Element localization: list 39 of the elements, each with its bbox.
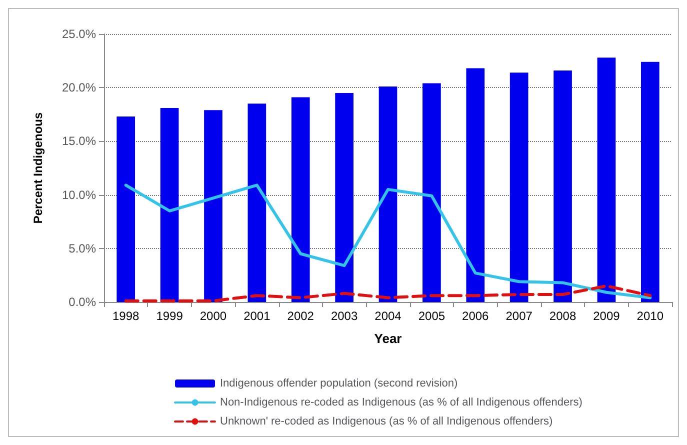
x-tick-label: 1999 (156, 309, 184, 323)
x-axis-title: Year (374, 331, 402, 346)
legend-label: Non-Indigenous re-coded as Indigenous (as % of all Indigenous offenders) (220, 396, 582, 408)
x-tick-label: 1998 (112, 309, 140, 323)
y-tick-label: 20.0% (62, 80, 96, 95)
bar (160, 108, 179, 302)
bar (291, 97, 310, 302)
bar (248, 104, 266, 302)
y-tick-label: 25.0% (62, 27, 96, 41)
x-tick-label: 2001 (244, 309, 271, 323)
bar (422, 83, 441, 302)
line-series (124, 184, 652, 300)
x-tick-label: 2006 (462, 309, 490, 323)
y-tick-label: 0.0% (68, 295, 96, 309)
y-tick-label: 5.0% (68, 241, 96, 256)
y-tick-label: 15.0% (62, 134, 96, 148)
x-tick-label: 2003 (330, 309, 358, 323)
bar (597, 58, 616, 302)
y-axis-title: Percent Indigenous (31, 112, 45, 224)
line-series (124, 284, 652, 302)
bar (510, 72, 528, 302)
x-tick-label: 2002 (287, 309, 314, 323)
bar (466, 68, 485, 302)
x-tick-label: 2005 (418, 309, 446, 323)
bar (378, 86, 398, 302)
y-tick-label: 10.0% (62, 188, 96, 202)
x-tick-label: 2009 (593, 309, 620, 323)
bar (640, 62, 660, 302)
x-tick-label: 2008 (549, 309, 576, 323)
bar (204, 110, 222, 302)
bar (116, 116, 136, 302)
x-tick-label: 2004 (374, 309, 402, 323)
x-tick-label: 2007 (506, 309, 533, 323)
bar (335, 92, 354, 302)
legend-label: Indigenous offender population (second revision) (220, 378, 458, 390)
x-tick-label: 2000 (200, 309, 227, 323)
legend-label: Unknown' re-coded as Indigenous (as % of all Indigenous offenders) (220, 416, 553, 428)
bar (554, 70, 572, 302)
x-tick-label: 2010 (636, 309, 664, 323)
